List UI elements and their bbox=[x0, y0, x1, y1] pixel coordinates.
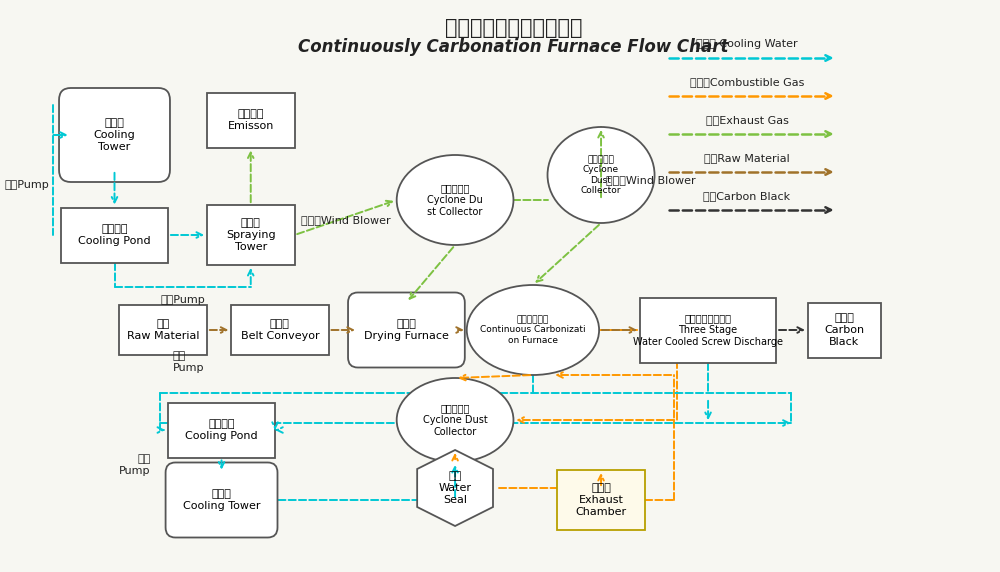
Text: 冷却塔
Cooling Tower: 冷却塔 Cooling Tower bbox=[183, 489, 260, 511]
Text: 旋风除尘器
Cyclone
Dust
Collector: 旋风除尘器 Cyclone Dust Collector bbox=[581, 155, 621, 195]
Text: 水泵Pump: 水泵Pump bbox=[5, 180, 49, 190]
FancyBboxPatch shape bbox=[59, 88, 170, 182]
Text: Continuously Carbonation Furnace Flow Chart: Continuously Carbonation Furnace Flow Ch… bbox=[298, 38, 729, 56]
Text: 连续式碳化炉工艺流程图: 连续式碳化炉工艺流程图 bbox=[445, 18, 582, 38]
Ellipse shape bbox=[397, 378, 513, 462]
Bar bbox=[808, 303, 881, 358]
FancyBboxPatch shape bbox=[166, 463, 277, 538]
Text: 炭黑Carbon Black: 炭黑Carbon Black bbox=[703, 191, 791, 201]
Bar bbox=[61, 208, 168, 263]
Text: 冷却水池
Cooling Pond: 冷却水池 Cooling Pond bbox=[185, 419, 258, 441]
Polygon shape bbox=[417, 450, 493, 526]
Text: 冷却塔
Cooling
Tower: 冷却塔 Cooling Tower bbox=[94, 118, 135, 152]
Bar bbox=[207, 93, 295, 148]
Text: 连续式碳化炉
Continuous Carbonizati
on Furnace: 连续式碳化炉 Continuous Carbonizati on Furnace bbox=[480, 315, 586, 345]
Bar bbox=[640, 297, 776, 363]
Text: 废气Exhaust Gas: 废气Exhaust Gas bbox=[706, 115, 788, 125]
Text: 尾气排放
Emisson: 尾气排放 Emisson bbox=[228, 109, 274, 131]
Ellipse shape bbox=[397, 155, 513, 245]
Bar bbox=[119, 305, 207, 355]
Text: 水泵
Pump: 水泵 Pump bbox=[119, 454, 151, 476]
Text: 冷却水 Cooling Water: 冷却水 Cooling Water bbox=[696, 39, 798, 49]
Text: 冷却水池
Cooling Pond: 冷却水池 Cooling Pond bbox=[78, 224, 151, 246]
Text: 水泵Pump: 水泵Pump bbox=[160, 295, 205, 305]
Text: 旋风除尘器
Cyclone Dust
Collector: 旋风除尘器 Cyclone Dust Collector bbox=[423, 403, 487, 436]
Text: 旋风除尘器
Cyclone Du
st Collector: 旋风除尘器 Cyclone Du st Collector bbox=[427, 184, 483, 217]
Text: 烘干炉
Drying Furnace: 烘干炉 Drying Furnace bbox=[364, 319, 449, 341]
Text: 原料
Raw Material: 原料 Raw Material bbox=[127, 319, 199, 341]
Text: 可燃气Combustible Gas: 可燃气Combustible Gas bbox=[690, 77, 804, 87]
Text: 水泵
Pump: 水泵 Pump bbox=[173, 351, 204, 373]
Bar bbox=[207, 205, 295, 265]
Text: 喷淋塔
Spraying
Tower: 喷淋塔 Spraying Tower bbox=[226, 219, 276, 252]
Text: 输送机
Belt Conveyor: 输送机 Belt Conveyor bbox=[241, 319, 319, 341]
Text: 引风机Wind Blower: 引风机Wind Blower bbox=[606, 175, 696, 185]
Bar bbox=[168, 403, 275, 458]
FancyBboxPatch shape bbox=[348, 292, 465, 367]
Bar bbox=[231, 305, 329, 355]
Ellipse shape bbox=[467, 285, 599, 375]
Text: 原料Raw Material: 原料Raw Material bbox=[704, 153, 790, 163]
Bar bbox=[557, 470, 645, 530]
Text: 三级水冷螺旋出料
Three Stage
Water Cooled Screw Discharge: 三级水冷螺旋出料 Three Stage Water Cooled Screw … bbox=[633, 313, 783, 347]
Text: 水封
Water
Seal: 水封 Water Seal bbox=[439, 471, 472, 505]
Text: 成品碳
Carbon
Black: 成品碳 Carbon Black bbox=[824, 313, 864, 347]
Text: 排燃室
Exhaust
Chamber: 排燃室 Exhaust Chamber bbox=[575, 483, 627, 517]
Text: 引风机Wind Blower: 引风机Wind Blower bbox=[301, 215, 390, 225]
Ellipse shape bbox=[548, 127, 655, 223]
